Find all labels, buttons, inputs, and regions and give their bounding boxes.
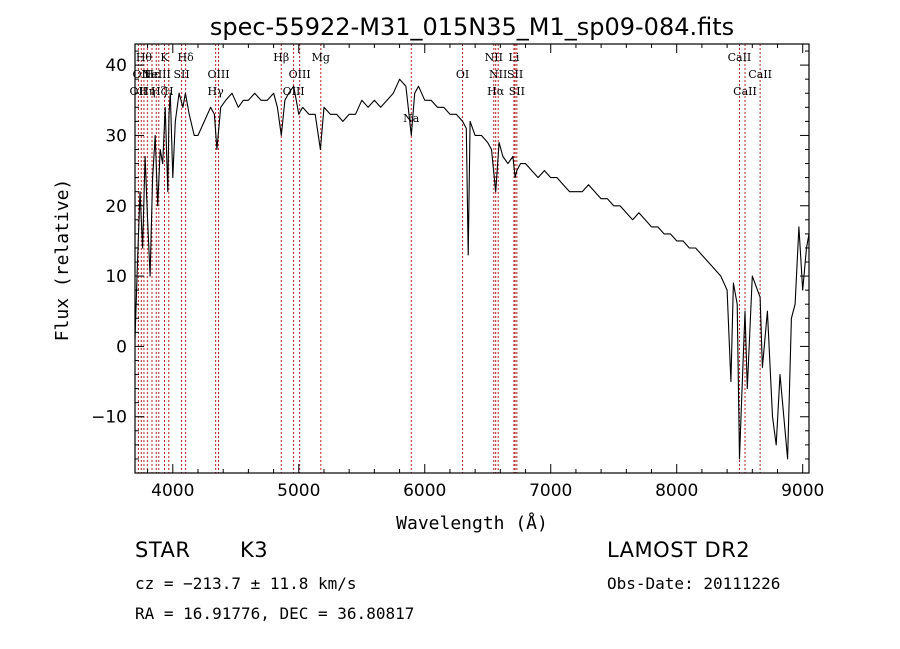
line-marker-label: SII [509,85,525,98]
x-tick-label: 9000 [781,481,824,501]
x-tick-label: 7000 [529,481,572,501]
line-marker-label: OIII [289,68,311,81]
line-marker-label: K [160,51,169,64]
velocity-label: cz = −213.7 ± 11.8 km/s [135,574,357,593]
line-marker-label: CaII [728,51,752,64]
line-marker-label: Hβ [273,51,289,64]
class-label: STAR [135,538,191,562]
spectrum-series-line [134,78,810,460]
x-tick-label: 4000 [151,481,194,501]
line-marker-label: Hζ [151,85,167,98]
chart-title: spec-55922-M31_015N35_M1_sp09-084.fits [210,13,734,41]
coords-label: RA = 16.91776, DEC = 36.80817 [135,604,415,623]
y-axis-label: Flux (relative) [52,179,73,342]
line-marker-labels: OIIOIIHθHηHεNeIIIHζKHSIIHδHγOIIIHβOIIIOI… [130,51,772,125]
obs-date-label: Obs-Date: 20111226 [607,574,781,593]
y-tick-label: 30 [105,126,127,146]
x-tick-label: 5000 [277,481,320,501]
line-marker-label: Hδ [178,51,195,64]
line-marker-label: OIII [207,68,229,81]
line-marker-label: Li [509,51,520,64]
subclass-label: K3 [240,538,269,562]
line-marker-label: Hθ [136,51,153,64]
line-marker-label: Mg [312,51,330,64]
x-tick-label: 8000 [655,481,698,501]
y-tick-label: 40 [105,56,127,76]
x-axis-ticks: 4000 5000 6000 7000 8000 9000 [147,44,824,501]
line-marker-label: SII [507,68,523,81]
line-marker-label: OI [456,68,469,81]
line-marker-label: Hα [487,85,505,98]
line-marker-label: H [164,85,174,98]
x-tick-label: 6000 [403,481,446,501]
line-marker-label: SII [173,68,189,81]
line-marker-label: Hε [144,68,160,81]
line-marker-label: Hγ [208,85,225,98]
line-marker-label: NII [485,51,503,64]
line-marker-label: NeIII [142,68,171,81]
y-tick-label: −10 [91,408,127,428]
line-marker-label: CaII [748,68,772,81]
line-markers [137,44,761,473]
x-axis-label: Wavelength (Å) [396,512,548,534]
survey-label: LAMOST DR2 [607,538,751,562]
line-marker-label: NII [489,68,507,81]
line-marker-label: Na [403,112,420,125]
line-marker-label: OII [132,68,150,81]
y-axis-ticks: −10 0 10 20 30 40 [91,50,809,460]
y-tick-label: 20 [105,197,127,217]
line-marker-label: OII [130,85,148,98]
y-tick-label: 10 [105,267,127,287]
line-marker-label: CaII [733,85,757,98]
plot-frame [134,43,810,474]
line-marker-label: Hη [139,85,155,98]
y-tick-label: 0 [116,337,127,357]
